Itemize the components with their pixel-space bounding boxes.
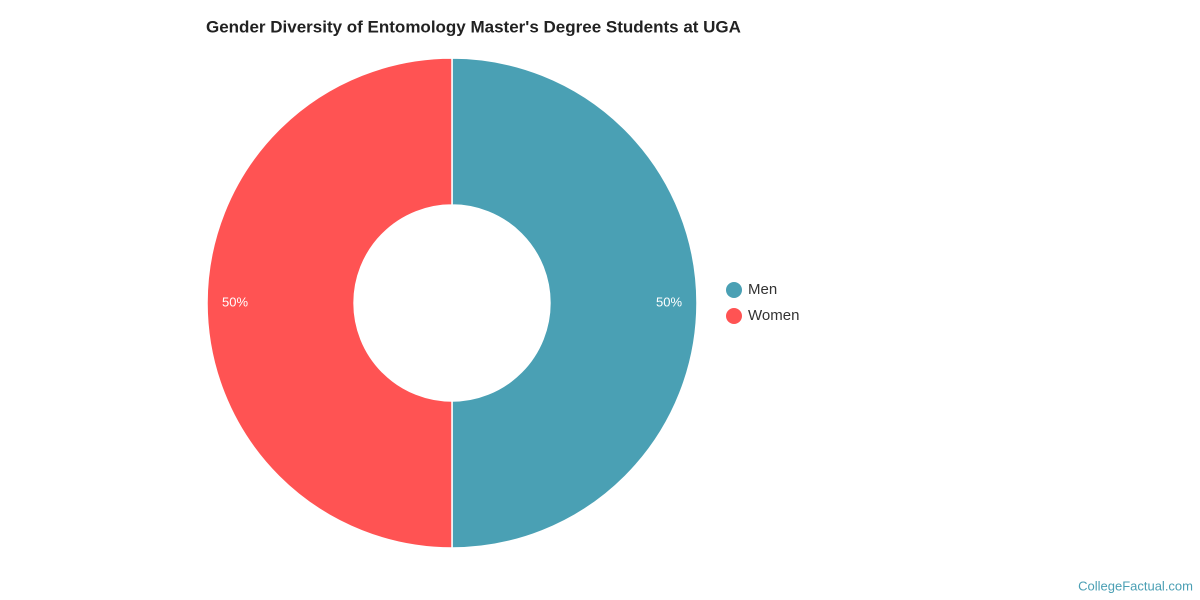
slice <box>451 57 698 549</box>
credit[interactable]: CollegeFactual.com <box>1078 578 1193 593</box>
legend-label: Men <box>748 281 777 298</box>
legend-swatch <box>726 308 742 324</box>
chart-title: Gender Diversity of Entomology Master's … <box>206 17 741 36</box>
value-label: 50% <box>222 294 248 309</box>
value-label: 50% <box>656 294 682 309</box>
slice <box>206 57 453 549</box>
legend-label: Women <box>748 307 799 324</box>
legend-swatch <box>726 282 742 298</box>
